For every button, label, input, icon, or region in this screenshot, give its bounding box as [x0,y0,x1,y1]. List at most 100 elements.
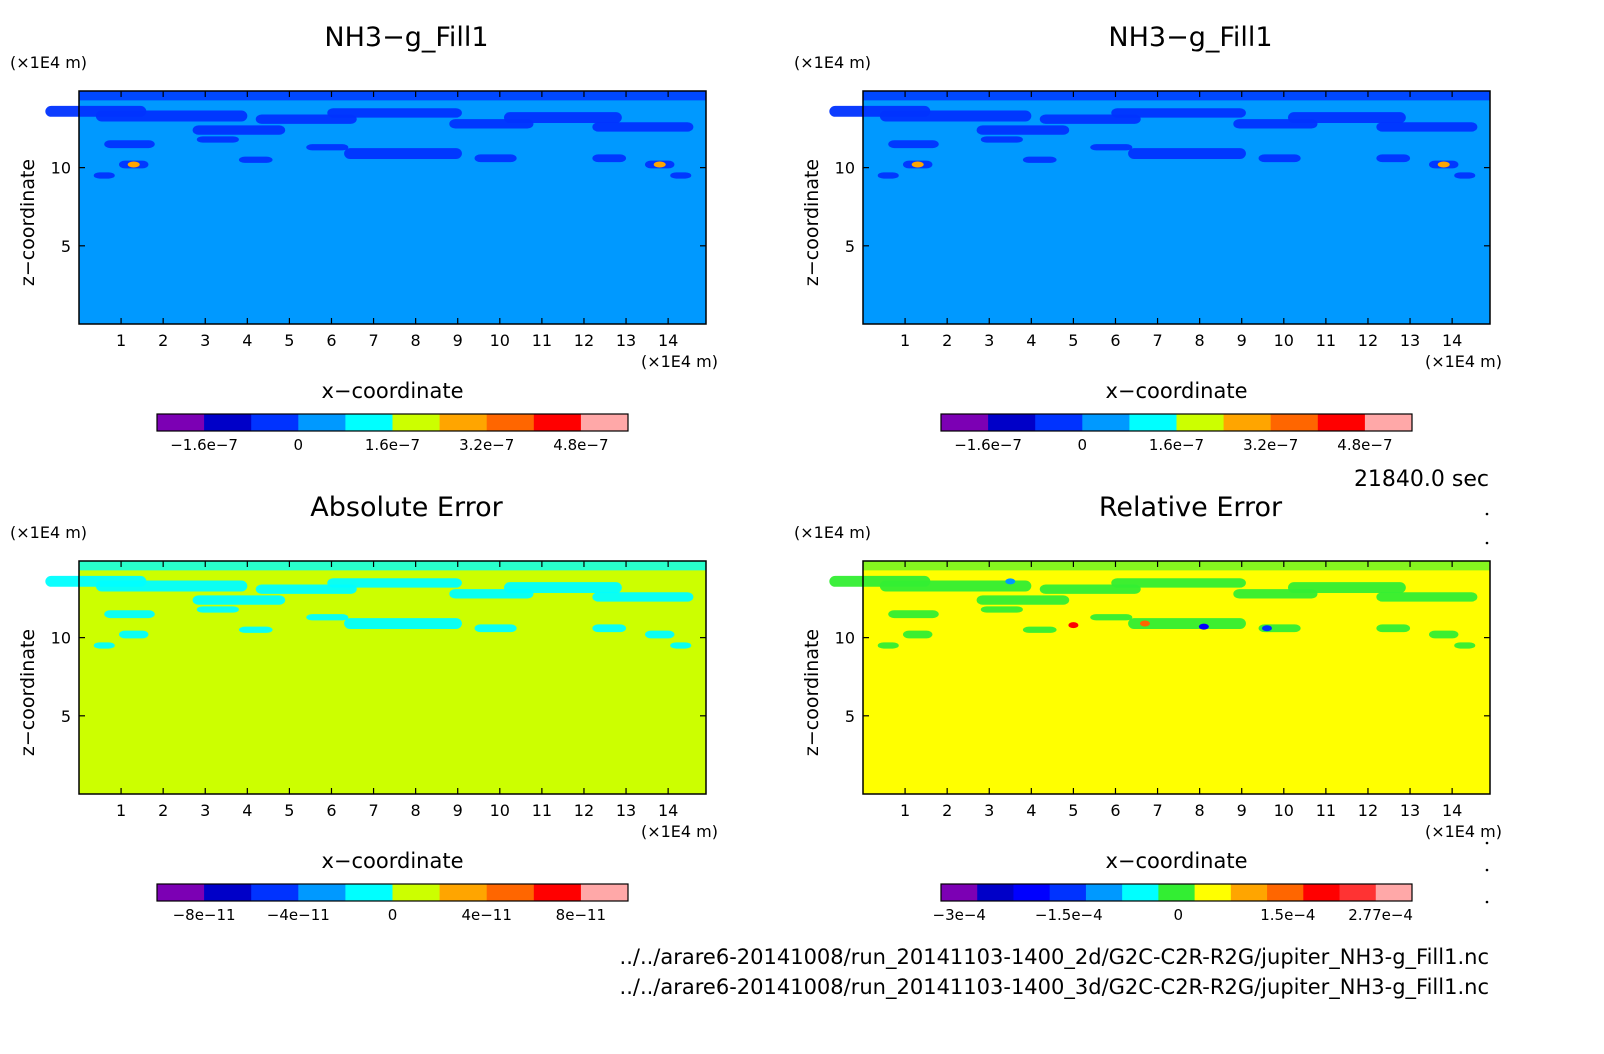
x-tick-label: 7 [1152,801,1162,820]
x-unit-label: (×1E4 m) [641,822,718,841]
contour-region [238,626,273,633]
colorbar-swatch [251,884,299,901]
contour-region [592,592,694,602]
chart-title: Relative Error [1099,492,1283,523]
error-spot [1198,623,1209,630]
colorbar-swatch [345,414,393,431]
file-path: ../../arare6-20141008/run_20141103-1400_… [620,945,1489,970]
x-tick-label: 1 [116,801,126,820]
contour-region [1090,614,1133,621]
colorbar-tick-label: 4e−11 [461,906,511,924]
colorbar-swatch [988,414,1036,431]
colorbar-swatch [157,884,205,901]
x-tick-label: 11 [532,801,552,820]
contour-region [93,172,115,179]
y-unit-label: (×1E4 m) [10,53,87,72]
contour-region [306,614,349,621]
contour-region [79,91,706,101]
colorbar-frame [940,413,1413,432]
y-tick-label: 5 [845,237,855,256]
contour-region [118,630,149,639]
x-axis-label: x−coordinate [1105,379,1247,403]
x-tick-label: 12 [1358,801,1378,820]
colorbar-tick-label: 1.5e−4 [1260,906,1315,924]
contour-region [592,624,627,633]
x-tick-label: 1 [900,331,910,350]
colorbar-swatch [1035,414,1083,431]
colorbar-swatch [1267,884,1304,901]
contour-region [980,606,1023,613]
colorbar-swatch [580,884,629,901]
contour-region [1111,108,1246,118]
contour-region [1428,630,1459,639]
colorbar-tick-label: 0 [1174,906,1184,924]
colorbar-swatch [392,884,441,901]
colorbar-frame [156,883,629,902]
x-tick-label: 11 [1316,331,1336,350]
contour-region [196,136,239,143]
colorbar-swatch [1230,884,1268,901]
x-tick-label: 1 [116,331,126,350]
y-tick-label: 10 [51,159,71,178]
colorbar-swatch [1013,884,1051,901]
contour-region [1454,172,1476,179]
y-axis-label: z−coordinate [17,159,39,286]
colorbar-tick-label: 8e−11 [556,906,606,924]
colorbar-swatch [298,884,346,901]
colorbar-swatch [486,884,535,901]
contour-region [504,582,622,594]
plot-frame [78,90,707,325]
contour-region [976,595,1070,605]
contour-region [327,578,462,588]
colorbar-swatch [439,884,488,901]
x-tick-label: 8 [411,331,421,350]
x-tick-label: 13 [1400,801,1420,820]
marker-dot [1485,868,1489,872]
x-tick-label: 14 [658,801,678,820]
colorbar-tick-label: 4.8e−7 [1337,436,1392,454]
contour-region [592,154,627,163]
y-tick-label: 10 [835,159,855,178]
contour-region [93,642,115,649]
x-tick-label: 9 [453,801,463,820]
x-tick-label: 3 [200,331,210,350]
x-tick-label: 12 [574,801,594,820]
contour-region [79,561,706,571]
colorbar-swatch [392,414,441,431]
y-axis-label: z−coordinate [801,629,823,756]
y-unit-label: (×1E4 m) [10,523,87,542]
colorbar-swatch [1339,884,1377,901]
contour-region [877,642,899,649]
x-tick-label: 10 [490,801,510,820]
y-axis-label: z−coordinate [17,629,39,756]
x-tick-label: 3 [200,801,210,820]
contour-region [1022,156,1057,163]
colorbar-swatch [1194,884,1232,901]
chart-panel-4: Relative Error(×1E4 m)1 2 3 4 5 6 7 8 9 10 11 12 13 1… [794,492,1502,924]
contour-region [1128,618,1246,630]
colorbar-tick-label: 4.8e−7 [553,436,608,454]
x-tick-label: 14 [658,331,678,350]
colorbar-swatch [157,414,205,431]
x-tick-label: 12 [574,331,594,350]
x-axis-label: x−coordinate [321,379,463,403]
colorbar-swatch [1176,414,1225,431]
colorbar-swatch [345,884,393,901]
contour-region [670,642,692,649]
colorbar-tick-label: −1.6e−7 [954,436,1022,454]
x-tick-label: 6 [1110,801,1120,820]
colorbar-tick-label: 0 [388,906,398,924]
marker-dot [1485,541,1489,545]
colorbar-swatch [1317,414,1366,431]
x-tick-label: 6 [1110,331,1120,350]
contour-region [888,610,939,619]
colorbar-tick-label: 3.2e−7 [1243,436,1298,454]
colorbar-swatch [1122,884,1159,901]
contour-region [902,630,933,639]
plot-frame [862,560,1491,795]
contour-region [344,618,462,630]
colorbar-swatch [439,414,488,431]
x-tick-label: 6 [326,801,336,820]
y-tick-label: 5 [845,707,855,726]
